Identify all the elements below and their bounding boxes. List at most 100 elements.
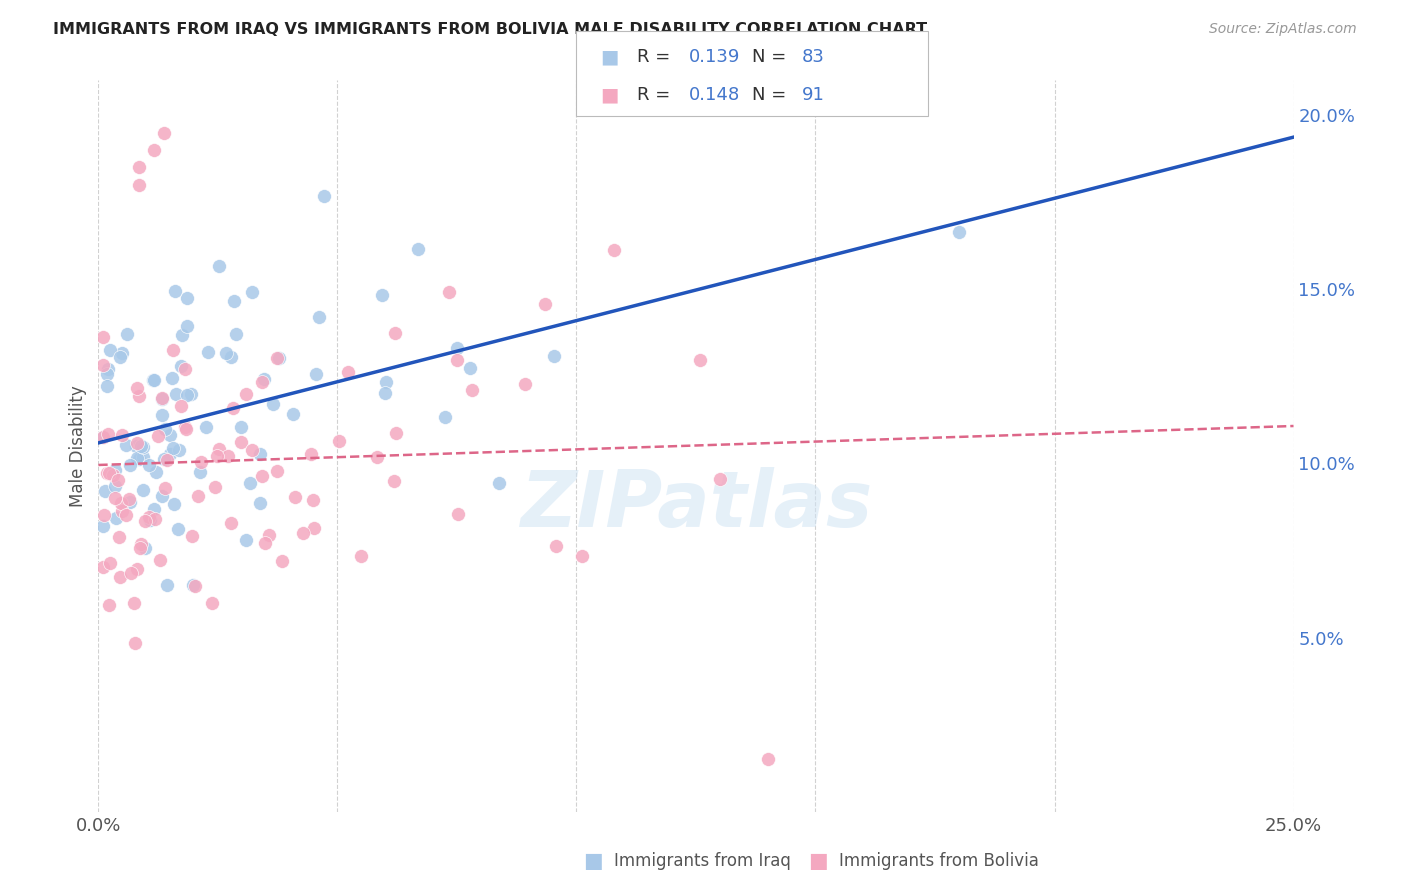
Point (284, 490, 307, 504)
Point (187, 489, 209, 503)
Point (250, 376, 273, 390)
Point (149, 553, 172, 567)
Point (437, 285, 460, 300)
Point (150, 392, 173, 406)
Point (98, 467, 121, 481)
Point (271, 554, 294, 568)
Point (215, 346, 238, 360)
Point (156, 578, 179, 592)
Point (105, 511, 128, 525)
Point (115, 508, 138, 523)
Point (515, 377, 537, 392)
Point (163, 284, 186, 298)
Point (162, 441, 184, 455)
Point (328, 434, 350, 449)
Point (224, 293, 246, 308)
Point (370, 287, 392, 301)
Point (124, 636, 146, 650)
Point (91, 430, 114, 444)
Point (434, 409, 457, 424)
Point (305, 367, 328, 381)
Point (221, 516, 243, 531)
Point (97, 362, 120, 376)
Point (96, 379, 118, 393)
Point (446, 353, 468, 368)
Point (308, 310, 330, 324)
Point (108, 570, 131, 584)
Point (155, 481, 177, 495)
Point (143, 511, 166, 525)
Point (159, 428, 181, 442)
Point (201, 596, 224, 610)
Text: R =: R = (637, 86, 676, 103)
Point (120, 566, 142, 580)
Point (292, 526, 315, 541)
Point (170, 399, 193, 413)
Point (222, 401, 245, 416)
Point (266, 464, 288, 478)
Point (128, 161, 150, 175)
Point (184, 579, 207, 593)
Point (266, 351, 288, 366)
Point (142, 373, 165, 387)
Point (163, 497, 186, 511)
Point (253, 535, 276, 549)
Text: 0.139: 0.139 (689, 48, 741, 66)
Point (235, 387, 257, 401)
Point (543, 350, 565, 364)
Text: ■: ■ (583, 851, 603, 871)
Point (91, 519, 114, 533)
Point (97, 427, 120, 442)
Point (91, 330, 114, 344)
Point (152, 409, 174, 423)
Point (152, 490, 174, 504)
Point (408, 242, 430, 256)
Point (98, 343, 121, 357)
Point (250, 469, 273, 483)
Point (150, 392, 173, 406)
Point (262, 397, 284, 411)
Point (249, 496, 271, 510)
Text: Immigrants from Bolivia: Immigrants from Bolivia (839, 852, 1039, 870)
Point (131, 483, 153, 498)
Point (104, 479, 127, 493)
Point (134, 541, 156, 556)
Point (111, 504, 134, 518)
Point (162, 343, 184, 357)
Point (197, 344, 219, 359)
Point (225, 327, 247, 342)
Point (132, 450, 155, 464)
Point (138, 509, 160, 524)
Text: 0.148: 0.148 (689, 86, 740, 103)
Point (170, 328, 193, 343)
Point (194, 420, 217, 434)
Text: 83: 83 (801, 48, 824, 66)
Point (458, 360, 481, 375)
Text: ■: ■ (808, 851, 828, 871)
Text: ■: ■ (600, 86, 619, 104)
Point (108, 530, 131, 544)
Text: 91: 91 (801, 86, 824, 103)
Point (91, 560, 114, 574)
Point (603, 243, 626, 257)
Point (709, 472, 731, 486)
Point (165, 386, 187, 401)
Point (240, 285, 263, 299)
Point (125, 451, 148, 466)
Point (170, 359, 193, 374)
Point (461, 384, 484, 398)
Point (176, 291, 198, 305)
Point (181, 529, 204, 543)
Point (176, 388, 198, 402)
Point (128, 389, 150, 403)
Text: N =: N = (752, 86, 792, 103)
Point (204, 480, 226, 494)
Point (129, 439, 152, 453)
Point (138, 458, 160, 472)
Point (534, 297, 557, 311)
Point (97, 598, 120, 612)
Text: R =: R = (637, 48, 676, 66)
Point (446, 342, 468, 356)
Point (174, 419, 197, 434)
Point (208, 259, 231, 273)
